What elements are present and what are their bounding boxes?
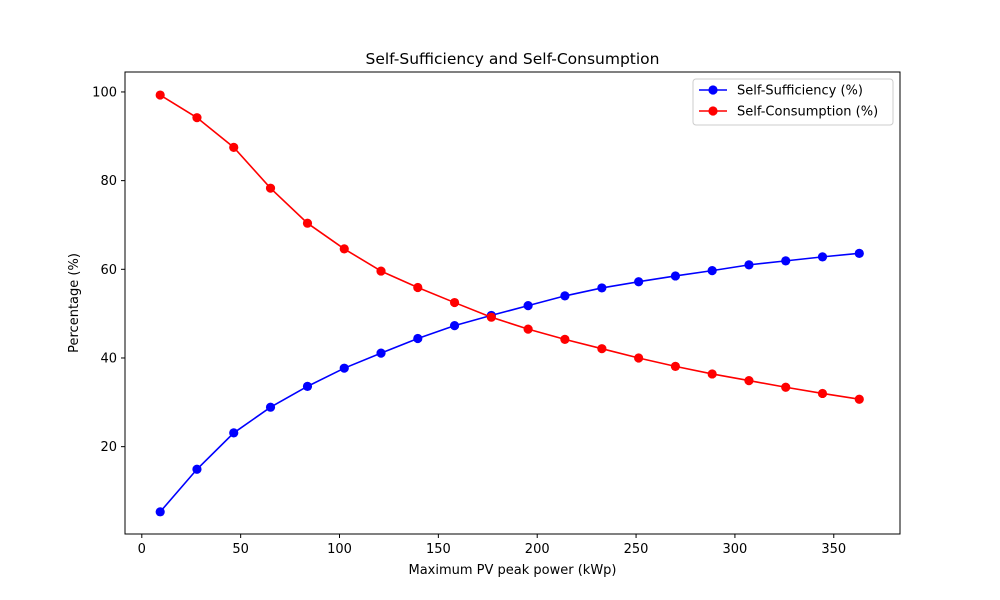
data-point: [670, 271, 681, 281]
data-point: [854, 248, 864, 258]
data-point: [302, 381, 313, 391]
legend-marker: [708, 85, 718, 95]
x-tick-label: 200: [525, 542, 550, 557]
y-tick-label: 80: [100, 174, 117, 189]
data-point: [854, 394, 864, 404]
data-point: [817, 252, 828, 262]
data-point: [413, 282, 423, 293]
data-point: [597, 283, 607, 293]
data-point: [229, 428, 239, 438]
data-point: [781, 382, 791, 392]
data-point: [229, 142, 239, 152]
legend-marker: [708, 106, 718, 116]
data-point: [817, 388, 828, 399]
x-tick-label: 300: [723, 542, 748, 557]
data-point: [449, 321, 460, 331]
data-point: [376, 266, 386, 276]
data-point: [597, 344, 607, 354]
data-point: [744, 375, 754, 386]
data-point: [413, 333, 423, 344]
data-point: [560, 334, 570, 344]
data-point: [449, 297, 460, 308]
legend-label: Self-Sufficiency (%): [737, 84, 863, 99]
y-tick-label: 60: [100, 263, 117, 278]
series-line: [159, 252, 860, 513]
data-point: [670, 361, 681, 372]
series-1: [155, 248, 864, 517]
data-point: [302, 218, 313, 228]
x-tick-label: 250: [624, 542, 649, 557]
data-point: [339, 244, 349, 254]
data-point: [523, 324, 533, 334]
x-tick-label: 150: [426, 542, 451, 557]
x-tick-label: 0: [138, 542, 146, 557]
x-tick-label: 350: [821, 542, 846, 557]
series-2: [155, 90, 864, 404]
data-point: [265, 402, 276, 412]
data-point: [192, 464, 202, 474]
y-axis: 20 40 60 80 100: [92, 85, 125, 455]
y-tick-label: 20: [100, 440, 117, 455]
legend-entry: Self-Sufficiency (%): [699, 84, 863, 99]
data-point: [486, 312, 496, 322]
x-axis: 0 50 100 150 200 250 300 350: [138, 534, 846, 557]
legend-box: [692, 78, 894, 126]
data-point: [634, 353, 644, 363]
data-point: [265, 183, 276, 193]
chart-title: Self-Sufficiency and Self-Consumption: [366, 50, 660, 68]
data-point: [707, 369, 717, 379]
plot-area: [155, 90, 864, 517]
data-point: [376, 348, 386, 358]
data-point: [707, 266, 717, 276]
data-point: [744, 260, 754, 270]
legend: Self-Sufficiency (%) Self-Consumption (%): [692, 78, 894, 126]
data-point: [634, 277, 644, 287]
series-line: [159, 94, 860, 401]
y-tick-label: 100: [92, 85, 117, 100]
data-point: [339, 363, 349, 373]
x-axis-title: Maximum PV peak power (kWp): [408, 563, 616, 578]
data-point: [155, 90, 165, 100]
data-point: [523, 301, 533, 311]
data-point: [192, 113, 202, 123]
legend-entry: Self-Consumption (%): [699, 105, 878, 120]
data-point: [781, 256, 791, 266]
legend-label: Self-Consumption (%): [737, 105, 878, 120]
y-axis-title: Percentage (%): [67, 253, 82, 353]
x-tick-label: 50: [232, 542, 249, 557]
x-tick-label: 100: [327, 542, 352, 557]
y-tick-label: 40: [100, 351, 117, 366]
data-point: [560, 291, 570, 301]
data-point: [155, 507, 165, 517]
plot-frame: [124, 71, 901, 535]
